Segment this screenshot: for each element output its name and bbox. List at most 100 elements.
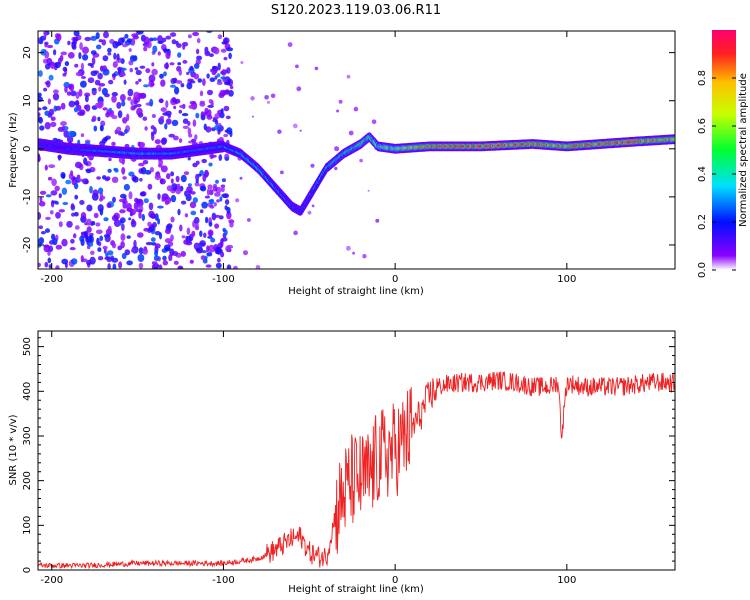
noise-speckle — [38, 70, 43, 77]
noise-speckle — [224, 199, 230, 205]
noise-speckle — [196, 38, 201, 44]
noise-speckle — [105, 176, 111, 181]
noise-speckle — [207, 235, 213, 239]
noise-speckle — [140, 142, 146, 148]
figure-title: S120.2023.119.03.06.R11 — [271, 3, 441, 18]
noise-speckle — [145, 241, 153, 246]
noise-speckle — [47, 250, 51, 256]
noise-speckle — [213, 47, 220, 55]
noise-speckle — [229, 85, 234, 90]
noise-speckle — [88, 232, 94, 237]
noise-speckle — [214, 75, 218, 80]
noise-speckle — [199, 230, 203, 237]
noise-speckle — [121, 167, 126, 175]
noise-speckle — [62, 73, 67, 77]
noise-speckle — [138, 211, 142, 219]
noise-speckle — [224, 205, 228, 211]
noise-speckle — [179, 224, 183, 232]
noise-speckle — [53, 89, 59, 94]
noise-speckle — [152, 37, 158, 41]
noise-speckle — [66, 220, 73, 228]
noise-speckle — [120, 67, 127, 71]
noise-speckle — [79, 200, 85, 205]
noise-speckle — [85, 162, 89, 166]
y-tick-label: 200 — [22, 471, 33, 490]
noise-speckle — [168, 133, 175, 138]
noise-speckle — [133, 91, 140, 100]
y-tick-label: 400 — [22, 382, 33, 401]
noise-speckle — [174, 86, 180, 95]
noise-speckle — [226, 47, 234, 52]
noise-speckle — [86, 204, 93, 212]
noise-speckle — [48, 74, 54, 81]
x-tick-label: -100 — [212, 575, 235, 586]
noise-speckle — [187, 156, 191, 161]
noise-speckle — [214, 124, 220, 131]
noise-speckle — [117, 110, 123, 119]
noise-speckle — [99, 197, 103, 202]
noise-speckle — [38, 237, 45, 245]
noise-speckle — [96, 176, 101, 180]
noise-speckle — [191, 230, 196, 237]
noise-speckle — [92, 189, 99, 197]
colorbar-tick-label: 0.8 — [697, 70, 708, 86]
noise-speckle — [170, 194, 177, 203]
heatmap-x-label: Height of straight line (km) — [288, 286, 424, 297]
noise-speckle — [101, 87, 108, 96]
noise-speckle — [359, 158, 363, 163]
noise-speckle — [208, 221, 213, 227]
noise-speckle — [107, 250, 114, 256]
noise-speckle — [67, 40, 71, 46]
noise-speckle — [61, 258, 69, 265]
noise-speckle — [98, 100, 104, 108]
noise-speckle — [112, 263, 117, 269]
noise-speckle — [142, 116, 148, 121]
noise-speckle — [151, 62, 155, 67]
noise-speckle — [190, 191, 196, 195]
noise-speckle — [133, 202, 139, 211]
noise-speckle — [74, 211, 79, 217]
noise-speckle — [375, 218, 380, 223]
noise-speckle — [82, 46, 89, 54]
colorbar: 0.0 0.2 0.4 0.6 0.8 Normalized spectral ampl… — [697, 30, 749, 278]
noise-speckle — [38, 262, 41, 268]
noise-speckle — [111, 115, 118, 120]
noise-speckle — [111, 73, 117, 78]
noise-speckle — [165, 51, 171, 60]
noise-speckle — [310, 163, 315, 168]
noise-speckle — [157, 205, 164, 209]
noise-speckle — [95, 32, 100, 40]
noise-speckle — [224, 81, 231, 86]
noise-speckle — [106, 256, 113, 263]
noise-speckle — [170, 32, 177, 37]
noise-speckle — [170, 216, 175, 223]
noise-speckle — [126, 113, 130, 122]
noise-speckle — [98, 187, 104, 194]
noise-speckle — [154, 261, 158, 268]
noise-speckle — [123, 183, 130, 191]
noise-speckle — [277, 129, 282, 134]
noise-speckle — [102, 245, 108, 250]
noise-speckle — [166, 223, 173, 229]
noise-speckle — [56, 33, 62, 42]
noise-speckle — [116, 126, 122, 133]
noise-speckle — [171, 119, 179, 127]
noise-speckle — [195, 248, 200, 252]
noise-speckle — [217, 257, 221, 263]
noise-speckle — [183, 171, 190, 176]
noise-speckle — [95, 102, 100, 109]
y-tick-label: 500 — [22, 337, 33, 356]
noise-speckle — [187, 183, 192, 187]
heatmap-y-ticks: -20 -10 0 10 20 — [22, 46, 675, 253]
noise-speckle — [97, 247, 102, 253]
noise-speckle — [47, 98, 52, 105]
noise-speckle — [130, 105, 136, 111]
colorbar-tick-label: 0.6 — [697, 118, 708, 134]
noise-speckle — [218, 154, 223, 162]
noise-speckle — [299, 129, 302, 132]
noise-speckle — [113, 52, 117, 60]
noise-speckle — [117, 131, 124, 136]
noise-speckle — [58, 221, 63, 228]
noise-speckle — [51, 178, 57, 187]
noise-speckle — [145, 170, 151, 175]
